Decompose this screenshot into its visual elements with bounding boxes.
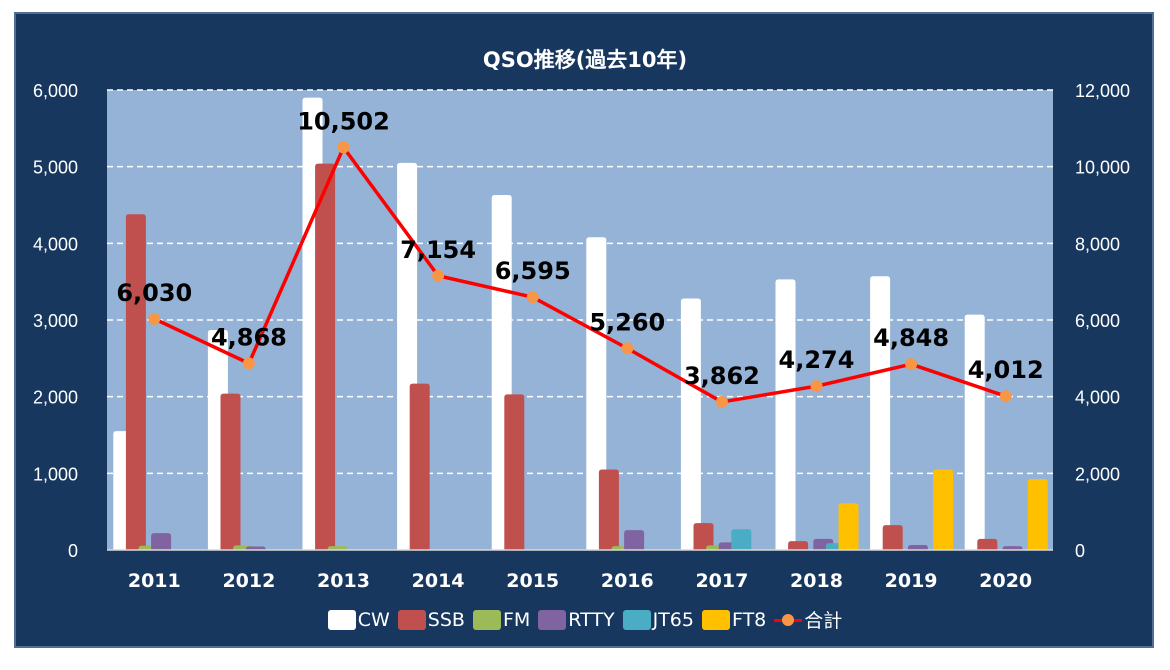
legend-swatch bbox=[327, 609, 356, 630]
bar-rtty bbox=[624, 530, 645, 550]
total-marker bbox=[621, 342, 634, 355]
total-data-label: 4,274 bbox=[779, 346, 855, 374]
total-marker bbox=[148, 312, 161, 325]
total-data-label: 5,260 bbox=[589, 308, 665, 336]
total-data-label: 4,012 bbox=[968, 356, 1044, 384]
total-data-label: 4,848 bbox=[873, 324, 949, 352]
total-marker bbox=[715, 395, 728, 408]
bar-ft8 bbox=[933, 469, 954, 550]
x-tick-label: 2017 bbox=[695, 570, 748, 592]
total-data-label: 3,862 bbox=[684, 362, 760, 390]
bar-cw bbox=[775, 279, 796, 550]
total-marker bbox=[905, 358, 918, 371]
bar-ft8 bbox=[838, 503, 859, 550]
y-right-tick-label: 6,000 bbox=[1075, 311, 1120, 331]
bar-cw bbox=[870, 276, 891, 550]
y-left-tick-label: 3,000 bbox=[33, 311, 78, 331]
bar-rtty bbox=[907, 545, 928, 550]
total-data-label: 6,030 bbox=[116, 279, 192, 307]
y-left-tick-label: 5,000 bbox=[33, 158, 78, 178]
bar-ssb bbox=[315, 163, 336, 550]
bar-ssb bbox=[125, 214, 146, 550]
bar-ssb bbox=[409, 383, 430, 550]
y-left-tick-label: 4,000 bbox=[33, 234, 78, 254]
legend-item-合計: 合計 bbox=[774, 606, 842, 633]
bar-ssb bbox=[598, 469, 619, 550]
legend-label: FT8 bbox=[731, 608, 767, 631]
bar-cw bbox=[964, 314, 985, 550]
y-right-tick-label: 2,000 bbox=[1075, 464, 1120, 484]
bar-ssb bbox=[882, 525, 903, 550]
bar-ft8 bbox=[1027, 479, 1048, 550]
bar-ssb bbox=[504, 394, 525, 550]
y-left-tick-label: 2,000 bbox=[33, 388, 78, 408]
total-marker bbox=[432, 269, 445, 282]
legend-item-FT8: FT8 bbox=[701, 608, 767, 631]
bar-cw bbox=[680, 298, 701, 550]
total-data-label: 7,154 bbox=[400, 236, 476, 264]
legend-swatch bbox=[472, 609, 501, 630]
legend-swatch bbox=[622, 609, 651, 630]
bar-ssb bbox=[220, 393, 241, 550]
bar-ssb bbox=[693, 523, 714, 550]
total-marker bbox=[337, 141, 350, 154]
bar-rtty bbox=[151, 533, 172, 550]
legend-item-JT65: JT65 bbox=[622, 608, 694, 631]
x-tick-label: 2014 bbox=[412, 570, 465, 592]
y-right-tick-label: 12,000 bbox=[1075, 81, 1130, 101]
legend-swatch bbox=[397, 609, 426, 630]
y-left-tick-label: 6,000 bbox=[33, 81, 78, 101]
total-marker bbox=[999, 390, 1012, 403]
legend-line-marker-icon bbox=[774, 610, 803, 630]
total-data-label: 4,868 bbox=[211, 323, 287, 351]
legend-item-FM: FM bbox=[472, 608, 531, 631]
x-tick-label: 2016 bbox=[601, 570, 654, 592]
x-tick-label: 2012 bbox=[222, 570, 275, 592]
total-line bbox=[153, 145, 1007, 404]
y-right-tick-label: 4,000 bbox=[1075, 388, 1120, 408]
x-tick-label: 2011 bbox=[128, 570, 181, 592]
y-right-tick-label: 8,000 bbox=[1075, 234, 1120, 254]
bar-fm bbox=[327, 546, 348, 550]
legend-item-RTTY: RTTY bbox=[538, 608, 615, 631]
x-tick-label: 2018 bbox=[790, 570, 843, 592]
total-marker bbox=[810, 380, 823, 393]
legend: CW SSB FM RTTY JT65 FT8 合計 bbox=[0, 606, 1170, 633]
legend-label: RTTY bbox=[568, 608, 615, 631]
x-tick-label: 2020 bbox=[979, 570, 1032, 592]
legend-item-CW: CW bbox=[327, 608, 390, 631]
legend-label: SSB bbox=[427, 608, 465, 631]
x-tick-label: 2019 bbox=[885, 570, 938, 592]
bar-ssb bbox=[977, 538, 998, 550]
x-tick-label: 2013 bbox=[317, 570, 370, 592]
total-marker bbox=[526, 291, 539, 304]
legend-label: 合計 bbox=[804, 610, 843, 632]
bar-ssb bbox=[788, 541, 809, 550]
total-data-label: 6,595 bbox=[495, 257, 571, 285]
bar-rtty bbox=[245, 546, 266, 550]
total-data-label: 10,502 bbox=[297, 107, 390, 135]
legend-swatch bbox=[538, 609, 567, 630]
legend-label: JT65 bbox=[652, 608, 694, 631]
legend-label: CW bbox=[357, 608, 390, 631]
legend-item-SSB: SSB bbox=[397, 608, 465, 631]
legend-swatch bbox=[701, 609, 730, 630]
chart-title: QSO推移(過去10年) bbox=[482, 48, 688, 72]
y-right-tick-label: 0 bbox=[1075, 541, 1085, 561]
y-right-tick-label: 10,000 bbox=[1075, 158, 1130, 178]
x-tick-label: 2015 bbox=[506, 570, 559, 592]
y-left-tick-label: 0 bbox=[68, 541, 78, 561]
bar-rtty bbox=[1002, 546, 1023, 550]
legend-label: FM bbox=[502, 608, 531, 631]
bar-jt65 bbox=[731, 529, 752, 550]
y-left-tick-label: 1,000 bbox=[33, 464, 78, 484]
total-marker bbox=[242, 357, 255, 370]
